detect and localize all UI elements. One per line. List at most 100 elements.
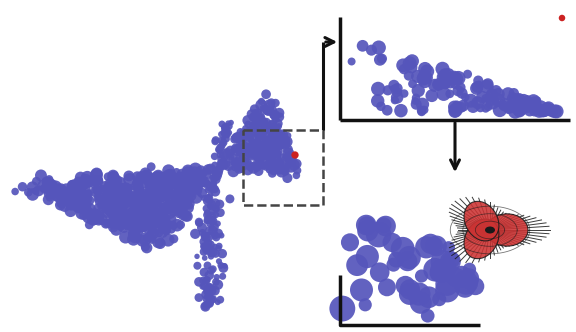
Point [457,105,466,110]
Point [134,222,143,227]
Point [75,192,84,197]
Point [202,296,211,301]
Point [177,185,186,190]
Point [255,133,264,139]
Point [169,223,179,228]
Point [420,107,429,113]
Point [255,155,264,160]
Point [184,186,194,191]
Point [162,188,172,194]
Point [240,146,249,151]
Point [381,223,390,229]
Point [544,108,554,114]
Point [205,228,214,233]
Point [144,209,153,214]
Point [273,127,282,132]
Point [240,131,249,136]
Point [107,195,116,200]
Point [94,177,103,183]
Point [157,183,166,188]
Point [281,142,290,147]
Point [142,180,151,185]
Point [201,304,210,309]
Point [262,108,271,114]
Point [151,186,161,192]
Point [265,103,274,108]
Point [445,265,454,271]
Point [201,234,210,240]
Point [10,189,20,194]
Point [116,184,126,189]
Point [252,164,262,169]
Point [147,225,157,230]
Point [468,104,478,109]
Point [146,181,155,186]
Point [123,196,132,202]
Point [277,169,286,175]
Point [80,187,89,192]
Point [504,106,513,112]
Point [106,202,115,207]
Point [412,102,421,107]
Point [363,228,372,234]
Point [241,148,250,154]
Point [256,156,265,161]
Point [210,154,219,159]
Point [174,211,183,216]
Point [152,183,161,188]
Point [248,151,257,156]
Point [200,244,210,249]
Point [119,224,128,229]
Point [111,178,120,183]
Point [281,139,290,144]
Point [114,213,123,219]
Point [263,108,272,113]
Point [28,185,37,190]
Point [420,79,430,84]
Point [446,259,455,264]
Point [256,146,265,151]
Point [180,177,189,182]
Point [406,287,415,292]
Point [191,231,200,236]
Point [137,195,146,200]
Point [147,202,157,208]
Point [212,206,221,211]
Point [269,168,278,174]
Point [94,179,104,184]
Point [217,156,226,162]
Point [44,197,53,202]
Point [203,195,213,201]
Point [287,158,297,163]
Point [183,199,192,204]
Point [161,218,170,224]
Point [170,198,179,204]
Point [174,191,183,196]
Point [186,176,195,181]
Point [471,284,480,289]
Point [254,168,263,174]
Point [558,15,567,21]
Point [530,100,539,106]
Point [271,100,280,106]
Point [506,107,516,112]
Point [516,106,525,112]
Point [199,270,209,275]
Point [420,74,429,80]
Point [147,178,156,184]
Point [75,198,85,203]
Point [48,190,57,195]
Point [178,172,187,177]
Point [238,133,248,138]
Point [210,168,219,173]
Point [478,94,487,100]
Point [85,222,94,227]
Point [210,181,219,186]
Point [509,91,518,96]
Point [217,140,226,145]
Point [540,108,549,113]
Point [116,193,126,199]
Point [70,187,79,192]
Point [56,202,65,208]
Point [66,208,75,214]
